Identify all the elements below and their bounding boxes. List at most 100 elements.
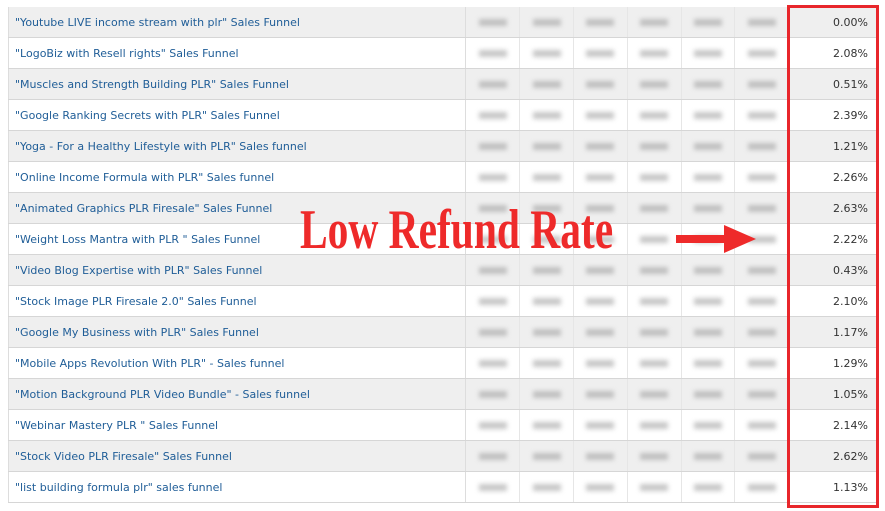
funnel-name-link[interactable]: "Muscles and Strength Building PLR" Sale…: [7, 68, 467, 100]
blurred-cell: [573, 409, 628, 441]
blurred-cell: [627, 223, 682, 255]
blurred-cell: [519, 471, 574, 503]
funnel-name-link[interactable]: "Mobile Apps Revolution With PLR" - Sale…: [7, 347, 467, 379]
funnel-name-link[interactable]: "Weight Loss Mantra with PLR " Sales Fun…: [7, 223, 467, 255]
blurred-cell: [573, 316, 628, 348]
blurred-value: [640, 142, 669, 150]
refund-rate-cell: 1.05%: [788, 378, 876, 410]
blurred-cell: [681, 409, 736, 441]
blurred-value: [747, 111, 776, 119]
funnel-name-link[interactable]: "Webinar Mastery PLR " Sales Funnel: [7, 409, 467, 441]
blurred-cell: [573, 347, 628, 379]
blurred-value: [586, 111, 615, 119]
funnel-name-link[interactable]: "Animated Graphics PLR Firesale" Sales F…: [7, 192, 467, 224]
blurred-cell: [465, 440, 521, 472]
blurred-cell: [627, 316, 682, 348]
blurred-cell: [465, 223, 521, 255]
blurred-cell: [519, 378, 574, 410]
blurred-cell: [519, 37, 574, 69]
table-row: "Google Ranking Secrets with PLR" Sales …: [7, 99, 876, 131]
blurred-cell: [627, 130, 682, 162]
blurred-cell: [734, 378, 790, 410]
funnel-name-link[interactable]: "list building formula plr" sales funnel: [7, 471, 467, 503]
refund-rate-cell: 2.62%: [788, 440, 876, 472]
blurred-value: [640, 297, 669, 305]
blurred-value: [532, 173, 561, 181]
blurred-cell: [573, 7, 628, 38]
blurred-cell: [627, 378, 682, 410]
low-refund-rate-annotation: Low Refund Rate: [300, 199, 614, 261]
blurred-cell: [627, 254, 682, 286]
blurred-cell: [734, 130, 790, 162]
blurred-cell: [734, 68, 790, 100]
blurred-value: [478, 297, 507, 305]
blurred-value: [586, 80, 615, 88]
refund-rate-highlight-box: [787, 5, 879, 508]
blurred-value: [640, 452, 669, 460]
blurred-value: [640, 173, 669, 181]
blurred-cell: [734, 285, 790, 317]
blurred-value: [747, 483, 776, 491]
blurred-value: [532, 80, 561, 88]
blurred-cell: [519, 161, 574, 193]
table-row: "Online Income Formula with PLR" Sales f…: [7, 161, 876, 193]
blurred-value: [640, 421, 669, 429]
blurred-value: [586, 421, 615, 429]
table-row: "Mobile Apps Revolution With PLR" - Sale…: [7, 347, 876, 379]
blurred-cell: [465, 130, 521, 162]
blurred-cell: [519, 192, 574, 224]
blurred-cell: [519, 7, 574, 38]
blurred-value: [586, 142, 615, 150]
blurred-value: [747, 204, 776, 212]
blurred-cell: [573, 254, 628, 286]
funnel-name-link[interactable]: "Motion Background PLR Video Bundle" - S…: [7, 378, 467, 410]
blurred-value: [586, 452, 615, 460]
funnel-name-link[interactable]: "Yoga - For a Healthy Lifestyle with PLR…: [7, 130, 467, 162]
blurred-value: [532, 204, 561, 212]
blurred-value: [586, 49, 615, 57]
blurred-cell: [734, 161, 790, 193]
blurred-value: [586, 390, 615, 398]
blurred-cell: [734, 7, 790, 38]
table-row: "Youtube LIVE income stream with plr" Sa…: [7, 7, 876, 38]
blurred-cell: [627, 285, 682, 317]
blurred-cell: [519, 316, 574, 348]
blurred-cell: [573, 192, 628, 224]
blurred-cell: [519, 440, 574, 472]
blurred-value: [532, 328, 561, 336]
blurred-cell: [627, 68, 682, 100]
blurred-cell: [465, 7, 521, 38]
blurred-cell: [465, 68, 521, 100]
blurred-cell: [519, 347, 574, 379]
blurred-value: [694, 142, 723, 150]
funnel-name-link[interactable]: "Video Blog Expertise with PLR" Sales Fu…: [7, 254, 467, 286]
blurred-cell: [465, 99, 521, 131]
funnel-name-link[interactable]: "Stock Image PLR Firesale 2.0" Sales Fun…: [7, 285, 467, 317]
blurred-cell: [465, 37, 521, 69]
blurred-value: [694, 452, 723, 460]
blurred-cell: [734, 471, 790, 503]
blurred-cell: [627, 471, 682, 503]
funnel-name-link[interactable]: "Youtube LIVE income stream with plr" Sa…: [7, 7, 467, 38]
funnel-name-link[interactable]: "Google Ranking Secrets with PLR" Sales …: [7, 99, 467, 131]
funnel-name-link[interactable]: "Google My Business with PLR" Sales Funn…: [7, 316, 467, 348]
blurred-cell: [627, 37, 682, 69]
blurred-value: [640, 390, 669, 398]
blurred-value: [532, 390, 561, 398]
funnel-name-link[interactable]: "Online Income Formula with PLR" Sales f…: [7, 161, 467, 193]
blurred-cell: [681, 378, 736, 410]
blurred-cell: [573, 285, 628, 317]
blurred-value: [640, 204, 669, 212]
blurred-value: [694, 483, 723, 491]
funnel-name-link[interactable]: "Stock Video PLR Firesale" Sales Funnel: [7, 440, 467, 472]
blurred-value: [478, 173, 507, 181]
funnel-name-link[interactable]: "LogoBiz with Resell rights" Sales Funne…: [7, 37, 467, 69]
refund-rate-cell: 2.10%: [788, 285, 876, 317]
blurred-value: [747, 49, 776, 57]
blurred-value: [586, 359, 615, 367]
blurred-value: [747, 235, 776, 243]
refund-rate-cell: 1.21%: [788, 130, 876, 162]
blurred-cell: [681, 316, 736, 348]
blurred-value: [747, 390, 776, 398]
blurred-value: [532, 483, 561, 491]
